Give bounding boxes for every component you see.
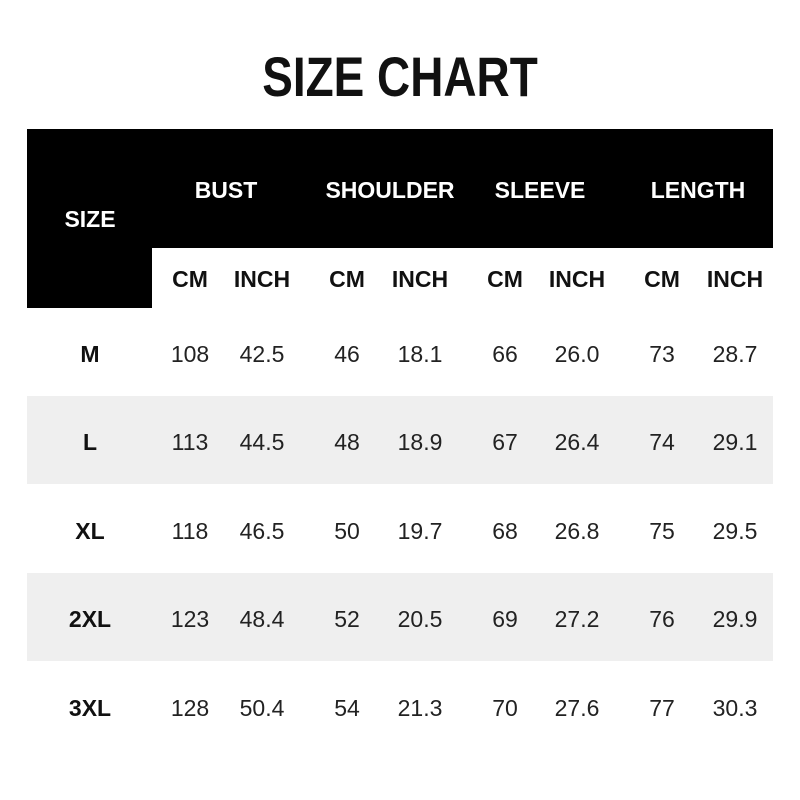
size-label: L [82, 429, 98, 455]
table-cell: 27.6 [554, 695, 600, 721]
unit-header: CM [487, 266, 523, 292]
table-cell: 29.1 [712, 429, 758, 455]
table-row: L 113 44.5 48 18.9 67 26.4 74 29.1 [27, 396, 773, 484]
table-cell: 123 [170, 606, 210, 632]
unit-header: INCH [548, 266, 606, 292]
table-cell: 21.3 [397, 695, 443, 721]
table-cell: 54 [334, 695, 360, 721]
size-label: 3XL [68, 695, 112, 721]
page-title: SIZE CHART [262, 45, 538, 108]
table-cell: 26.0 [554, 341, 600, 367]
table-cell: 42.5 [239, 341, 285, 367]
table-cell: 28.7 [712, 341, 758, 367]
header-sleeve: SLEEVE [494, 177, 586, 203]
table-row: M 108 42.5 46 18.1 66 26.0 73 28.7 [27, 308, 773, 396]
unit-header: CM [172, 266, 208, 292]
table-cell: 74 [649, 429, 675, 455]
table-cell: 70 [492, 695, 518, 721]
unit-header: CM [329, 266, 365, 292]
header-length: LENGTH [650, 177, 746, 203]
header-shoulder: SHOULDER [325, 177, 455, 203]
header-bust: BUST [194, 177, 258, 203]
table-row: 3XL 128 50.4 54 21.3 70 27.6 77 30.3 [27, 662, 773, 750]
table-cell: 67 [492, 429, 518, 455]
size-label: XL [75, 518, 105, 544]
table-cell: 66 [492, 341, 518, 367]
table-cell: 29.9 [712, 606, 758, 632]
unit-header: INCH [391, 266, 449, 292]
table-cell: 128 [170, 695, 210, 721]
table-cell: 50.4 [239, 695, 285, 721]
table-cell: 108 [170, 341, 210, 367]
table-cell: 113 [171, 429, 209, 455]
table-cell: 52 [334, 606, 360, 632]
header-size: SIZE [64, 206, 116, 232]
table-cell: 68 [492, 518, 518, 544]
unit-header: CM [644, 266, 680, 292]
size-label: 2XL [68, 606, 112, 632]
table-cell: 77 [649, 695, 675, 721]
table-row: 2XL 123 48.4 52 20.5 69 27.2 76 29.9 [27, 573, 773, 661]
table-cell: 44.5 [239, 429, 285, 455]
table-cell: 18.1 [397, 341, 443, 367]
table-cell: 73 [649, 341, 675, 367]
table-cell: 50 [334, 518, 360, 544]
table-row: XL 118 46.5 50 19.7 68 26.8 75 29.5 [27, 485, 773, 573]
unit-header: INCH [706, 266, 764, 292]
table-cell: 118 [171, 518, 209, 544]
header-size-column [27, 129, 152, 308]
table-cell: 46 [334, 341, 360, 367]
table-cell: 29.5 [712, 518, 758, 544]
table-cell: 46.5 [239, 518, 285, 544]
table-cell: 76 [649, 606, 675, 632]
table-cell: 19.7 [397, 518, 443, 544]
table-cell: 75 [649, 518, 675, 544]
table-cell: 27.2 [554, 606, 600, 632]
table-cell: 48 [334, 429, 360, 455]
table-cell: 26.8 [554, 518, 600, 544]
table-cell: 30.3 [712, 695, 758, 721]
table-cell: 20.5 [397, 606, 443, 632]
table-cell: 18.9 [397, 429, 443, 455]
table-cell: 48.4 [239, 606, 285, 632]
table-cell: 69 [492, 606, 518, 632]
table-cell: 26.4 [554, 429, 600, 455]
size-label: M [80, 341, 100, 367]
unit-header: INCH [233, 266, 291, 292]
